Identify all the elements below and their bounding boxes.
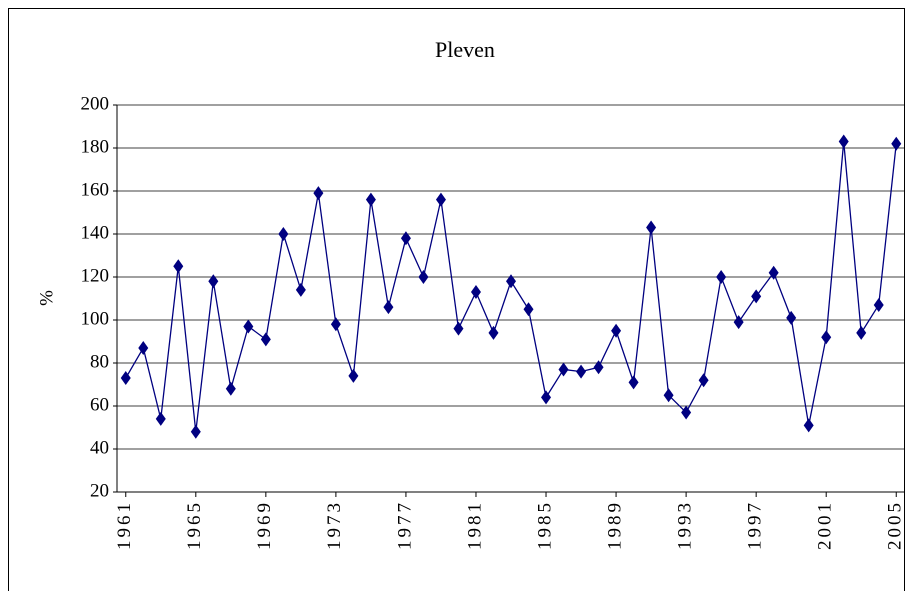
marker [173, 259, 184, 274]
x-tick-label: 1981 [464, 500, 485, 550]
marker [506, 274, 516, 289]
y-tick-label: 40 [90, 437, 109, 458]
x-tick-label: 1993 [674, 500, 695, 550]
marker [138, 340, 149, 355]
marker [313, 186, 324, 201]
marker [453, 321, 464, 336]
x-tick-label: 1977 [394, 500, 415, 550]
marker [628, 375, 639, 390]
y-tick-label: 60 [90, 394, 109, 415]
marker [243, 319, 254, 334]
marker [698, 373, 709, 388]
marker [611, 323, 622, 338]
y-axis-label: % [36, 290, 57, 306]
chart-title: Pleven [435, 37, 495, 62]
marker [733, 315, 744, 330]
marker [803, 418, 814, 433]
y-tick-label: 120 [81, 265, 110, 286]
marker [278, 227, 289, 241]
marker [488, 325, 499, 340]
y-tick-label: 100 [81, 308, 110, 329]
marker [786, 310, 797, 325]
marker [383, 300, 394, 315]
y-tick-label: 160 [81, 179, 110, 200]
marker [838, 134, 849, 149]
marker [646, 220, 657, 235]
x-tick-label: 1985 [534, 500, 555, 550]
y-tick-label: 180 [81, 136, 110, 157]
chart-border [8, 8, 905, 591]
marker [470, 285, 481, 300]
marker [260, 332, 271, 347]
marker [365, 192, 376, 207]
marker [155, 411, 166, 426]
marker [541, 390, 552, 405]
marker [681, 405, 692, 420]
marker [663, 388, 674, 403]
marker [330, 317, 341, 332]
marker [435, 192, 446, 207]
marker [295, 282, 306, 297]
marker [873, 297, 884, 312]
x-tick-label: 1961 [114, 500, 135, 550]
marker [558, 362, 569, 377]
marker [120, 371, 131, 386]
marker [751, 289, 762, 304]
marker [400, 231, 411, 246]
x-tick-label: 1997 [745, 500, 766, 550]
marker [891, 136, 902, 151]
marker [418, 270, 429, 284]
marker [716, 270, 727, 284]
x-tick-label: 1973 [324, 500, 345, 550]
marker [821, 330, 832, 345]
x-tick-label: 1969 [254, 500, 275, 550]
x-tick-label: 2001 [815, 500, 836, 550]
marker [225, 381, 236, 396]
y-tick-label: 200 [81, 93, 110, 114]
marker [523, 302, 534, 317]
y-tick-label: 20 [90, 480, 109, 501]
x-tick-label: 1965 [184, 500, 205, 550]
marker [593, 360, 604, 375]
marker [768, 265, 779, 280]
x-tick-label: 1989 [604, 500, 625, 550]
y-tick-label: 140 [81, 222, 110, 243]
marker [348, 368, 359, 383]
x-tick-label: 2005 [885, 500, 906, 550]
marker [576, 364, 587, 379]
y-tick-label: 80 [90, 351, 109, 372]
marker [190, 424, 201, 439]
marker [856, 325, 867, 340]
marker [208, 274, 219, 289]
